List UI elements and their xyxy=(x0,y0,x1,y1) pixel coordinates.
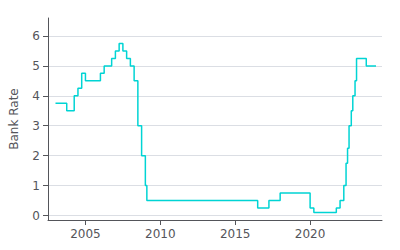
svg-text:2010: 2010 xyxy=(145,227,176,241)
svg-text:5: 5 xyxy=(32,59,40,73)
svg-text:2005: 2005 xyxy=(70,227,101,241)
svg-text:2020: 2020 xyxy=(295,227,326,241)
svg-text:4: 4 xyxy=(32,89,40,103)
svg-text:2015: 2015 xyxy=(220,227,251,241)
svg-text:0: 0 xyxy=(32,209,40,223)
svg-text:1: 1 xyxy=(32,179,40,193)
svg-text:6: 6 xyxy=(32,29,40,43)
svg-text:2: 2 xyxy=(32,149,40,163)
svg-text:3: 3 xyxy=(32,119,40,133)
svg-text:Bank Rate: Bank Rate xyxy=(7,88,21,149)
